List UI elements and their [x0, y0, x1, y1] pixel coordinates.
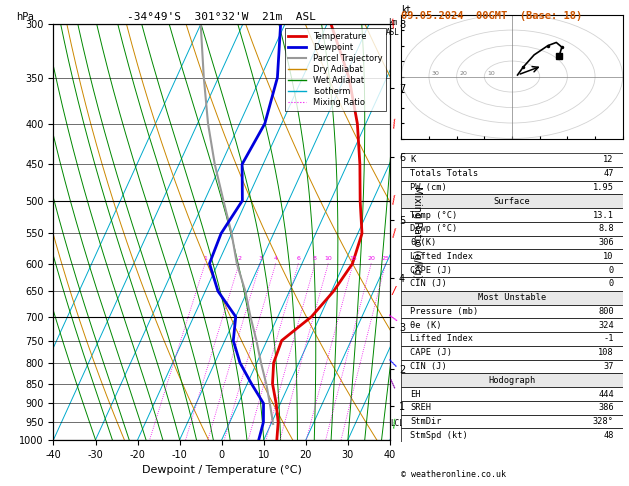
Title: -34°49'S  301°32'W  21m  ASL: -34°49'S 301°32'W 21m ASL — [127, 12, 316, 22]
Text: StmDir: StmDir — [410, 417, 442, 426]
Text: hPa: hPa — [16, 12, 34, 22]
Text: Dewp (°C): Dewp (°C) — [410, 225, 457, 233]
Text: 108: 108 — [598, 348, 614, 357]
Text: 2: 2 — [237, 256, 241, 261]
Text: 328°: 328° — [593, 417, 614, 426]
Text: Hodograph: Hodograph — [488, 376, 536, 385]
Text: 15: 15 — [349, 256, 357, 261]
Text: 20: 20 — [459, 71, 467, 76]
Text: /: / — [388, 312, 399, 321]
Text: 20: 20 — [367, 256, 375, 261]
Text: LCL: LCL — [391, 419, 404, 429]
Text: Temp (°C): Temp (°C) — [410, 210, 457, 220]
Text: 386: 386 — [598, 403, 614, 412]
Text: θe (K): θe (K) — [410, 321, 442, 330]
Text: Most Unstable: Most Unstable — [478, 293, 546, 302]
Text: 8.8: 8.8 — [598, 225, 614, 233]
Text: PW (cm): PW (cm) — [410, 183, 447, 192]
Bar — [401, 222, 623, 236]
Text: 800: 800 — [598, 307, 614, 316]
Bar — [401, 194, 623, 208]
Text: Lifted Index: Lifted Index — [410, 252, 473, 261]
X-axis label: Dewpoint / Temperature (°C): Dewpoint / Temperature (°C) — [142, 465, 302, 475]
Bar — [401, 263, 623, 277]
Text: 13.1: 13.1 — [593, 210, 614, 220]
Bar — [401, 332, 623, 346]
Bar — [401, 387, 623, 401]
Text: 12: 12 — [603, 156, 614, 164]
Text: km
ASL: km ASL — [386, 18, 399, 37]
Text: /: / — [391, 286, 397, 296]
Bar — [401, 236, 623, 249]
Text: 8: 8 — [313, 256, 317, 261]
Bar — [401, 181, 623, 194]
Text: /: / — [389, 118, 399, 129]
Text: 4: 4 — [274, 256, 277, 261]
Text: 09.05.2024  00GMT  (Base: 18): 09.05.2024 00GMT (Base: 18) — [401, 11, 582, 21]
Bar — [401, 401, 623, 415]
Text: 1.95: 1.95 — [593, 183, 614, 192]
Text: /: / — [388, 358, 399, 368]
Bar — [401, 249, 623, 263]
Bar — [401, 415, 623, 429]
Text: CAPE (J): CAPE (J) — [410, 348, 452, 357]
Legend: Temperature, Dewpoint, Parcel Trajectory, Dry Adiabat, Wet Adiabat, Isotherm, Mi: Temperature, Dewpoint, Parcel Trajectory… — [284, 29, 386, 111]
Text: Lifted Index: Lifted Index — [410, 334, 473, 344]
Text: Totals Totals: Totals Totals — [410, 169, 479, 178]
Text: /: / — [389, 195, 398, 206]
Bar — [401, 373, 623, 387]
Bar — [401, 429, 623, 442]
Text: 3: 3 — [258, 256, 262, 261]
Text: /: / — [388, 18, 399, 30]
Y-axis label: Mixing Ratio (g/kg): Mixing Ratio (g/kg) — [412, 186, 422, 278]
Text: 0: 0 — [609, 279, 614, 288]
Bar — [401, 277, 623, 291]
Bar — [401, 153, 623, 167]
Text: 306: 306 — [598, 238, 614, 247]
Text: 324: 324 — [598, 321, 614, 330]
Text: CAPE (J): CAPE (J) — [410, 266, 452, 275]
Text: Pressure (mb): Pressure (mb) — [410, 307, 479, 316]
Text: CIN (J): CIN (J) — [410, 362, 447, 371]
Text: K: K — [410, 156, 415, 164]
Bar — [401, 291, 623, 305]
Bar — [401, 167, 623, 181]
Text: 48: 48 — [603, 431, 614, 440]
Text: 30: 30 — [431, 71, 440, 76]
Text: © weatheronline.co.uk: © weatheronline.co.uk — [401, 470, 506, 479]
Bar — [401, 305, 623, 318]
Text: 6: 6 — [296, 256, 300, 261]
Text: SREH: SREH — [410, 403, 431, 412]
Text: 1: 1 — [203, 256, 207, 261]
Text: 0: 0 — [609, 266, 614, 275]
Bar — [401, 208, 623, 222]
Text: /: / — [389, 228, 398, 239]
Text: 37: 37 — [603, 362, 614, 371]
Text: /: / — [387, 378, 400, 390]
Text: 10: 10 — [487, 71, 495, 76]
Bar — [401, 346, 623, 360]
Bar — [401, 360, 623, 373]
Text: -1: -1 — [603, 334, 614, 344]
Text: Surface: Surface — [494, 197, 530, 206]
Text: 25: 25 — [382, 256, 389, 261]
Bar — [401, 318, 623, 332]
Text: 10: 10 — [325, 256, 332, 261]
Text: θe(K): θe(K) — [410, 238, 437, 247]
Text: 10: 10 — [603, 252, 614, 261]
Text: 444: 444 — [598, 390, 614, 399]
Text: /: / — [389, 418, 399, 430]
Text: CIN (J): CIN (J) — [410, 279, 447, 288]
Text: 47: 47 — [603, 169, 614, 178]
Text: StmSpd (kt): StmSpd (kt) — [410, 431, 468, 440]
Text: kt: kt — [401, 4, 411, 15]
Text: EH: EH — [410, 390, 421, 399]
